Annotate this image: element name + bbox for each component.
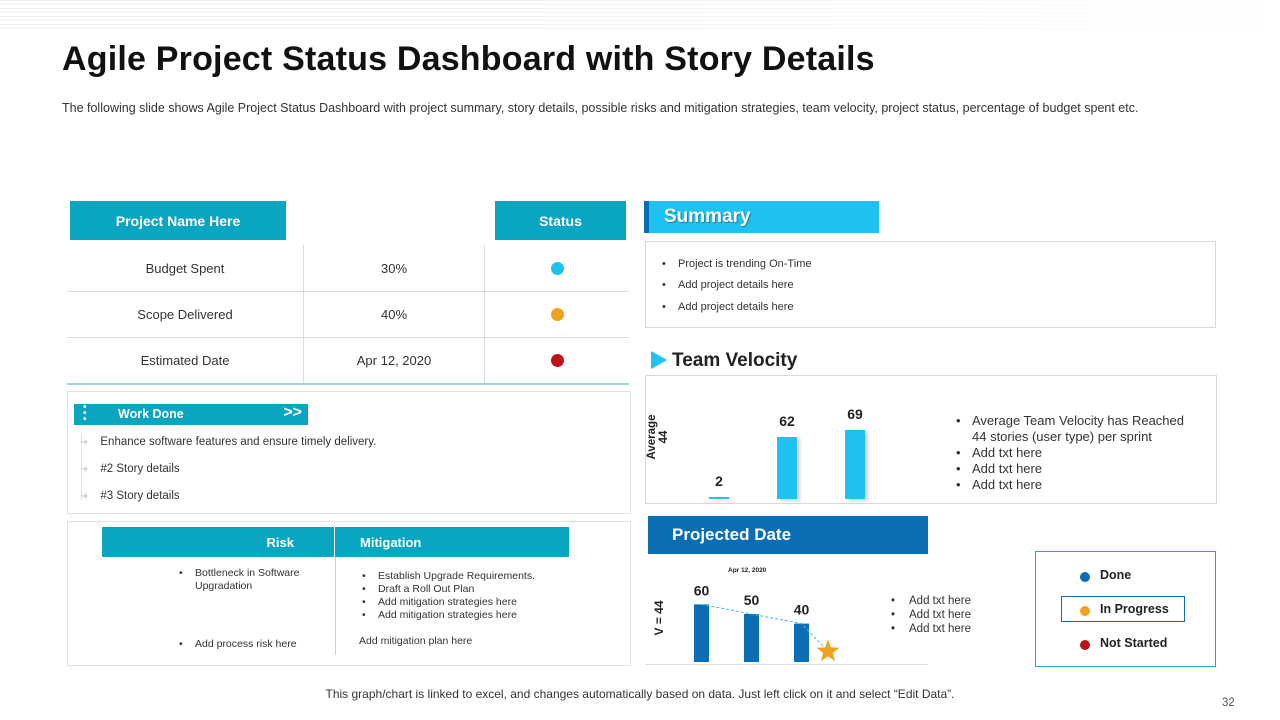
projected-bar-label: 50: [744, 592, 760, 608]
team-velocity-title: Team Velocity: [672, 350, 798, 371]
projected-point: Add txt here: [891, 594, 971, 608]
team-velocity-panel: [645, 375, 1217, 504]
projected-date-title: Projected Date: [672, 525, 792, 544]
dots-icon: • • •: [83, 402, 87, 425]
mitigation-item: Add mitigation strategies here: [362, 596, 517, 609]
header-decoration: [0, 0, 1280, 30]
triangle-icon: [651, 351, 667, 369]
page-title: Agile Project Status Dashboard with Stor…: [62, 40, 875, 78]
mitigation-item: Draft a Roll Out Plan: [362, 583, 474, 596]
status-dot-not-started: [550, 353, 564, 367]
mitigation-item: Establish Upgrade Requirements.: [362, 570, 535, 583]
summary-header: Summary: [644, 201, 879, 233]
risk-mitigation-header: Risk Mitigation: [102, 527, 569, 557]
table-row: Scope Delivered 40%: [67, 291, 629, 338]
velocity-bar-label: 2: [715, 473, 723, 489]
row-value: 40%: [304, 291, 485, 337]
page-number: 32: [1222, 697, 1235, 709]
summary-title: Summary: [664, 206, 751, 227]
mitigation-header: Mitigation: [360, 534, 422, 550]
legend-item-not-started: Not Started: [1080, 636, 1167, 650]
velocity-point: Average Team Velocity has Reached 44 sto…: [956, 413, 1197, 445]
table-row: Budget Spent 30%: [67, 245, 629, 292]
projected-bar: [744, 614, 759, 662]
status-dot-done: [550, 261, 564, 275]
summary-panel: [645, 241, 1216, 328]
risk-item: Add process risk here: [179, 638, 325, 651]
work-done-panel: [67, 391, 631, 514]
projected-point: Add txt here: [891, 622, 971, 636]
arrow-icon: ➜: [80, 464, 89, 475]
projected-bar: [694, 604, 709, 662]
projected-date-annotation: Apr 12, 2020: [728, 567, 767, 574]
row-value: 30%: [304, 245, 485, 291]
legend-highlight: [1061, 596, 1185, 622]
status-dot-in-progress: [550, 307, 564, 321]
legend-item-done: Done: [1080, 568, 1131, 582]
velocity-point: Add txt here: [956, 461, 1042, 477]
work-done-header: • • • Work Done >>: [74, 402, 308, 425]
double-chevron-icon: >>: [283, 404, 302, 421]
row-value: Apr 12, 2020: [304, 337, 485, 383]
row-label: Budget Spent: [67, 245, 304, 291]
velocity-bar-label: 62: [779, 413, 795, 429]
summary-item: Add project details here: [662, 279, 794, 292]
projected-bar: [794, 623, 809, 662]
row-label: Scope Delivered: [67, 291, 304, 337]
legend-item-in-progress: In Progress: [1080, 602, 1169, 616]
arrow-icon: ➜: [80, 491, 89, 502]
list-item: ➜ #3 Story details: [80, 490, 180, 502]
work-done-title: Work Done: [118, 407, 184, 421]
legend-dot-icon: [1080, 572, 1090, 582]
summary-item: Add project details here: [662, 301, 794, 314]
mitigation-note: Add mitigation plan here: [359, 635, 473, 647]
page-subtitle: The following slide shows Agile Project …: [62, 101, 1139, 115]
row-label: Estimated Date: [67, 337, 304, 383]
projected-date-header: Projected Date: [648, 516, 928, 554]
work-done-divider: [81, 432, 82, 500]
status-header: Status: [495, 201, 626, 240]
velocity-bar: [777, 437, 797, 499]
mitigation-item: Add mitigation strategies here: [362, 609, 517, 622]
projected-date-panel: [645, 556, 928, 665]
legend-dot-icon: [1080, 640, 1090, 650]
velocity-bar-label: 69: [847, 406, 863, 422]
project-name-header: Project Name Here: [70, 201, 286, 240]
velocity-point: Add txt here: [956, 477, 1042, 493]
projected-bar-label: 40: [794, 602, 810, 618]
row-status: [485, 337, 629, 383]
team-velocity-chart: 2 62 69: [645, 375, 945, 504]
risk-mitigation-panel: [67, 521, 631, 666]
velocity-point: Add txt here: [956, 445, 1042, 461]
legend-dot-icon: [1080, 606, 1090, 616]
status-legend: [1035, 551, 1216, 667]
row-status: [485, 291, 629, 337]
risk-header: Risk: [102, 527, 335, 557]
project-status-table: Budget Spent 30% Scope Delivered 40% Est…: [67, 245, 629, 385]
projected-date-chart: 60 50 40: [645, 556, 885, 664]
summary-item: Project is trending On-Time: [662, 258, 812, 271]
row-status: [485, 245, 629, 291]
footer-note: This graph/chart is linked to excel, and…: [325, 687, 955, 701]
projected-trend-line: [701, 603, 829, 652]
risk-item: Bottleneck in Software Upgradation: [179, 567, 315, 593]
list-item: ➜ Enhance software features and ensure ti…: [80, 436, 377, 448]
star-icon: [816, 639, 840, 662]
projected-date-svg: 60 50 40: [694, 582, 840, 662]
table-row: Estimated Date Apr 12, 2020: [67, 337, 629, 383]
velocity-bar: [709, 497, 729, 499]
arrow-icon: ➜: [80, 437, 89, 448]
velocity-bar: [845, 430, 865, 499]
projected-bar-label: 60: [694, 582, 710, 598]
projected-point: Add txt here: [891, 608, 971, 622]
list-item: ➜ #2 Story details: [80, 463, 180, 475]
risk-column-divider: [335, 557, 336, 655]
